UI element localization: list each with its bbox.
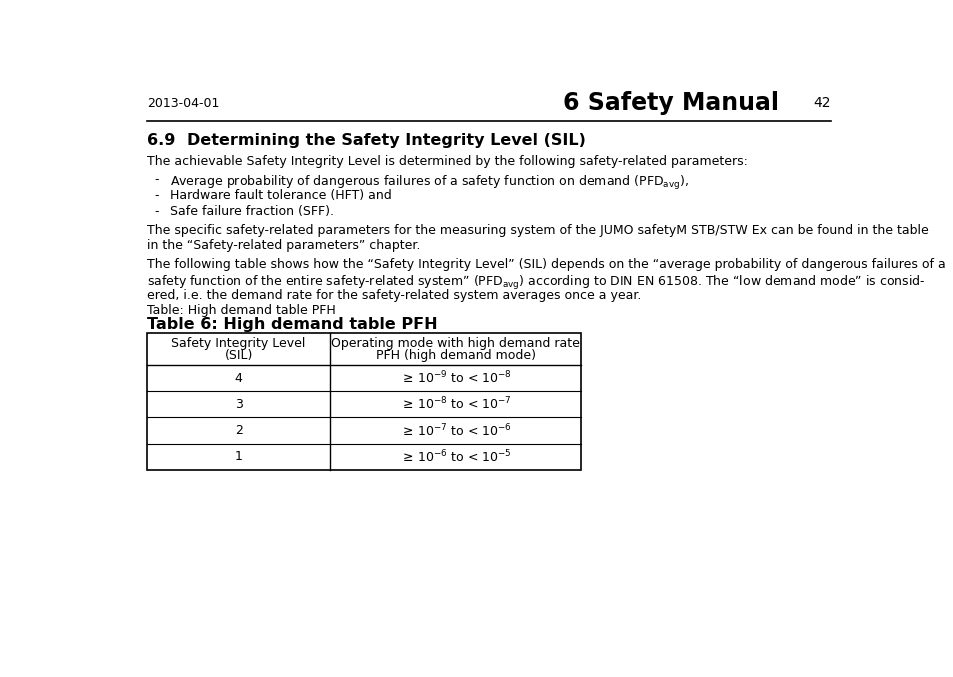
Text: The following table shows how the “Safety Integrity Level” (SIL) depends on the : The following table shows how the “Safet… [147, 258, 945, 271]
Text: $\geq\,$10$^{-8}$ to < 10$^{-7}$: $\geq\,$10$^{-8}$ to < 10$^{-7}$ [399, 396, 511, 413]
Text: 4: 4 [234, 372, 242, 385]
Text: (SIL): (SIL) [224, 349, 253, 362]
Text: Table: High demand table PFH: Table: High demand table PFH [147, 305, 335, 318]
Text: 2: 2 [234, 424, 242, 437]
Bar [147, 332, 580, 470]
Text: in the “Safety-related parameters” chapter.: in the “Safety-related parameters” chapt… [147, 239, 420, 253]
Text: 1: 1 [234, 450, 242, 463]
Text: Safety Integrity Level: Safety Integrity Level [172, 337, 306, 350]
Text: $\geq\,$10$^{-9}$ to < 10$^{-8}$: $\geq\,$10$^{-9}$ to < 10$^{-8}$ [399, 370, 511, 387]
Text: -: - [154, 173, 159, 186]
Text: PFH (high demand mode): PFH (high demand mode) [375, 349, 535, 362]
Text: $\geq\,$10$^{-6}$ to < 10$^{-5}$: $\geq\,$10$^{-6}$ to < 10$^{-5}$ [399, 448, 511, 465]
Text: -: - [154, 189, 159, 202]
Text: 6.9: 6.9 [147, 133, 175, 148]
Text: safety function of the entire safety-related system” (PFD$_{\mathregular{avg}}$): safety function of the entire safety-rel… [147, 274, 925, 292]
Text: ered, i.e. the demand rate for the safety-related system averages once a year.: ered, i.e. the demand rate for the safet… [147, 289, 641, 302]
Text: Operating mode with high demand rate: Operating mode with high demand rate [331, 337, 579, 350]
Text: 2013-04-01: 2013-04-01 [147, 97, 219, 110]
Text: Table 6: High demand table PFH: Table 6: High demand table PFH [147, 317, 437, 332]
Text: $\geq\,$10$^{-7}$ to < 10$^{-6}$: $\geq\,$10$^{-7}$ to < 10$^{-6}$ [399, 422, 511, 439]
Text: The achievable Safety Integrity Level is determined by the following safety-rela: The achievable Safety Integrity Level is… [147, 155, 747, 169]
Text: 3: 3 [234, 398, 242, 411]
Text: 42: 42 [812, 96, 830, 110]
Text: Hardware fault tolerance (HFT) and: Hardware fault tolerance (HFT) and [170, 189, 391, 202]
Text: 6 Safety Manual: 6 Safety Manual [562, 91, 778, 115]
Text: The specific safety-related parameters for the measuring system of the JUMO safe: The specific safety-related parameters f… [147, 223, 928, 236]
Text: -: - [154, 204, 159, 218]
Text: Safe failure fraction (SFF).: Safe failure fraction (SFF). [170, 204, 334, 218]
Text: Average probability of dangerous failures of a safety function on demand (PFD$_{: Average probability of dangerous failure… [170, 173, 688, 192]
Text: Determining the Safety Integrity Level (SIL): Determining the Safety Integrity Level (… [187, 133, 585, 148]
